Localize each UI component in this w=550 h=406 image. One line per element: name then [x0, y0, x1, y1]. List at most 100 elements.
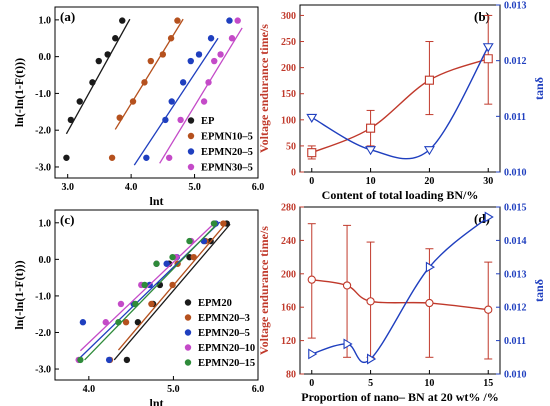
y-left-tick-label: 200	[281, 63, 296, 74]
data-point	[226, 17, 233, 24]
data-point	[484, 305, 493, 314]
data-point	[141, 79, 148, 86]
data-point	[483, 54, 493, 64]
y-right-axis-label: tanδ	[532, 77, 546, 100]
data-point	[168, 98, 175, 105]
y-right-tick-label: 0.012	[504, 56, 527, 67]
data-point	[210, 220, 218, 227]
data-point	[117, 300, 125, 308]
fit-line	[65, 18, 131, 135]
x-axis-label: Proportion of nano– BN at 20 wt% /%	[301, 390, 498, 404]
data-point	[162, 116, 169, 124]
data-point	[343, 338, 353, 350]
y-left-tick-label: 300	[281, 11, 296, 22]
y-right-tick-label: 0.010	[504, 168, 527, 179]
data-point	[342, 281, 352, 290]
legend-marker	[184, 329, 192, 336]
data-point	[165, 154, 173, 161]
y-tick-label: -1.0	[35, 291, 51, 302]
y-left-tick-label: 250	[281, 37, 296, 48]
fit-line	[159, 27, 243, 164]
data-point	[217, 51, 224, 58]
y-right-tick-label: 0.012	[504, 303, 527, 314]
legend-label: EPMN20–3	[198, 313, 250, 324]
data-point	[177, 116, 184, 124]
data-point	[79, 319, 87, 326]
legend-label: EPMN20–15	[198, 358, 255, 369]
x-tick-label: 0	[309, 176, 314, 187]
data-point	[123, 356, 131, 364]
y-tick-label: -2.0	[35, 126, 51, 137]
data-point	[207, 35, 215, 42]
x-tick-label: 5	[368, 378, 373, 389]
x-tick-label: 15	[483, 378, 493, 389]
data-point	[132, 300, 139, 308]
panel-label: (a)	[60, 9, 75, 24]
y-left-axis-label: Voltage endurance time/s	[257, 226, 271, 355]
data-point	[67, 116, 75, 124]
data-point	[200, 98, 208, 105]
y-axis-label: ln(-ln(1-F(t)))	[12, 260, 26, 329]
plot-frame	[299, 206, 501, 375]
x-tick-label: 0	[309, 378, 314, 389]
data-point	[163, 260, 170, 267]
data-point	[76, 98, 83, 105]
y-right-tick-label: 0.015	[504, 203, 527, 214]
y-tick-label: 1.0	[39, 218, 52, 229]
panel-a-weibull-plot: 3.0 4.0 5.0 6.0 -3.0 -2.0 -1.0 0.0 1.0 lnt ln(-ln(…	[12, 6, 265, 208]
legend-label: EPMN10–5	[201, 132, 253, 143]
y-left-tick-label: 200	[281, 269, 296, 280]
data-point	[153, 260, 160, 267]
data-point	[365, 146, 377, 156]
y-axis-label: ln(-ln(1-F(t)))	[12, 58, 26, 127]
y-tick-label: 0.0	[39, 255, 52, 266]
fit-line	[113, 223, 231, 361]
data-point	[141, 281, 148, 289]
data-point	[308, 348, 318, 360]
data-point	[306, 113, 318, 124]
x-tick-label: 6.0	[252, 384, 265, 395]
legend-label: EPM20	[198, 298, 232, 309]
y-right-tick-label: 0.013	[504, 269, 527, 280]
x-tick-label: 3.0	[61, 182, 74, 193]
data-point	[77, 356, 84, 364]
y-left-tick-label: 150	[281, 89, 296, 100]
y-left-tick-label: 0	[291, 168, 296, 179]
x-tick-label: 30	[483, 176, 493, 187]
y-right-tick-label: 0.011	[504, 112, 526, 123]
data-point	[211, 57, 218, 65]
x-axis-label: lnt	[149, 396, 163, 406]
y-left-tick-label: 50	[286, 141, 296, 152]
data-point	[147, 57, 154, 65]
legend-label: EPMN30–5	[201, 163, 253, 174]
data-point	[205, 79, 212, 86]
y-left-tick-label: 120	[281, 336, 296, 347]
data-point	[174, 17, 181, 24]
data-point	[228, 35, 236, 42]
data-point	[423, 146, 435, 156]
y-right-tick-label: 0.013	[504, 1, 527, 12]
data-point	[112, 35, 119, 42]
panel-b-content-plot: 0 10 20 300501001502002503000.0100.0110.012…	[257, 1, 546, 203]
data-point	[307, 275, 316, 284]
data-point	[104, 51, 111, 58]
data-point	[116, 114, 123, 121]
data-point	[89, 79, 96, 86]
data-point	[366, 123, 376, 133]
x-tick-label: 4.0	[83, 384, 96, 395]
x-tick-label: 20	[424, 176, 434, 187]
data-point	[105, 356, 113, 364]
x-axis-label: lnt	[149, 194, 163, 208]
x-tick-label: 6.0	[252, 182, 265, 193]
data-point	[102, 319, 109, 326]
legend-label: EPMN20–10	[198, 343, 255, 354]
legend-marker	[184, 299, 192, 306]
data-point	[119, 17, 126, 24]
legend-label: EPMN20–5	[198, 328, 250, 339]
endurance-curve	[311, 58, 489, 154]
legend-marker	[184, 344, 192, 351]
endurance-curve	[311, 278, 489, 311]
y-tick-label: 1.0	[39, 15, 52, 26]
plot-frame	[54, 209, 259, 381]
data-point	[169, 281, 176, 289]
